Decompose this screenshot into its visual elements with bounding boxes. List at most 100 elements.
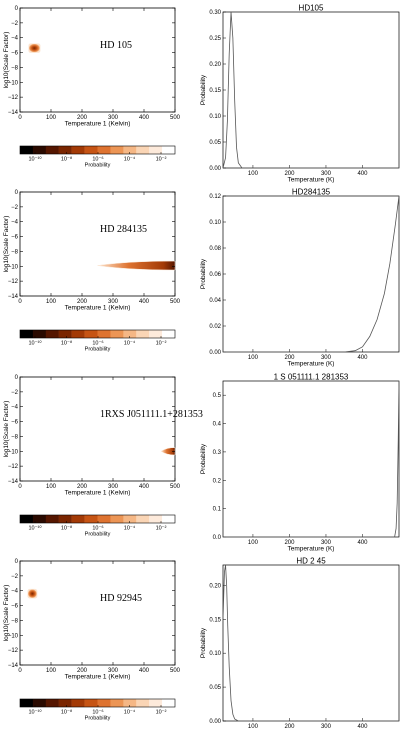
- y-tick-label: 0.5: [213, 393, 222, 399]
- y-tick-label: −12: [8, 464, 19, 470]
- colorbar-frame: [19, 329, 176, 339]
- y-axis-label: log10(Scale Factor): [3, 216, 10, 273]
- colorbar-swatch: [162, 699, 176, 707]
- y-tick-label: 0: [15, 559, 19, 565]
- plot-title: HD 2 45: [296, 557, 326, 566]
- colorbar-frame: [19, 145, 176, 155]
- heatmap-frame: [19, 7, 176, 113]
- colorbar-swatch: [149, 330, 163, 338]
- colorbar-tick-label: 10⁻⁶: [92, 709, 103, 716]
- colorbar-swatch: [97, 699, 111, 707]
- colorbar-tick-label: 10⁻¹⁰: [28, 156, 42, 163]
- x-tick-label: 300: [108, 668, 119, 674]
- y-tick-label: 0.08: [209, 246, 221, 252]
- y-tick-label: 0.10: [209, 651, 221, 657]
- x-axis-label: Temperature 1 (Kelvin): [65, 121, 131, 128]
- colorbar-swatch: [110, 146, 124, 154]
- y-axis-label: log10(Scale Factor): [3, 401, 10, 458]
- x-tick-label: 100: [46, 668, 57, 674]
- colorbar: 10⁻¹⁰ 10⁻⁸ 10⁻⁶ 10⁻⁴ 10⁻² Probability: [19, 514, 176, 538]
- x-tick-label: 400: [357, 540, 368, 546]
- x-tick-label: 0: [18, 668, 22, 674]
- x-tick-label: 200: [77, 115, 88, 121]
- object-label: 1RXS J051111.1+281353: [100, 409, 203, 420]
- x-axis-label: Temperature 1 (Kelvin): [65, 305, 131, 312]
- x-tick-label: 100: [248, 171, 259, 177]
- colorbar-swatch: [136, 146, 150, 154]
- colorbar-swatch: [162, 515, 176, 523]
- y-tick-label: −14: [8, 479, 19, 485]
- colorbar: 10⁻¹⁰ 10⁻⁸ 10⁻⁶ 10⁻⁴ 10⁻² Probability: [19, 329, 176, 353]
- y-tick-label: 0.10: [209, 220, 221, 226]
- colorbar-swatch: [58, 146, 72, 154]
- y-tick-label: 0.15: [209, 617, 221, 623]
- colorbar-tick-label: 10⁻⁴: [124, 156, 136, 163]
- probability-panel-2: HD284135 100 200 300 400 0.00 0.02 0.04 0.06 0.08…: [200, 188, 400, 368]
- colorbar-label: Probability: [85, 347, 111, 353]
- colorbar-tick-label: 10⁻²: [156, 341, 167, 347]
- y-tick-label: 0.02: [209, 324, 221, 330]
- y-tick-label: 0: [15, 190, 19, 196]
- x-tick-label: 200: [284, 540, 295, 546]
- y-tick-label: 0.06: [209, 272, 221, 278]
- colorbar-swatch: [110, 699, 124, 707]
- y-tick-label: 0.12: [209, 194, 221, 200]
- probability-curve: [222, 11, 399, 169]
- x-axis-label: Temperature (K): [288, 546, 335, 553]
- y-tick-label: −10: [8, 264, 19, 270]
- x-tick-label: 200: [284, 724, 295, 730]
- x-tick-label: 200: [77, 484, 88, 490]
- colorbar-swatch: [97, 330, 111, 338]
- y-tick-label: −2: [11, 390, 19, 396]
- colorbar-tick-label: 10⁻⁴: [124, 709, 136, 716]
- y-tick-label: −10: [8, 449, 19, 455]
- x-tick-label: 300: [108, 115, 119, 121]
- colorbar-swatch: [110, 515, 124, 523]
- y-tick-label: −4: [11, 36, 19, 42]
- object-label: HD 105: [100, 40, 132, 51]
- colorbar-tick-label: 10⁻²: [156, 710, 167, 716]
- colorbar-swatch: [84, 146, 98, 154]
- colorbar-tick-label: 10⁻⁶: [92, 156, 103, 163]
- y-tick-label: 0.00: [209, 719, 221, 725]
- colorbar-tick-label: 10⁻⁸: [61, 340, 72, 347]
- colorbar-frame: [19, 698, 176, 708]
- colorbar-swatch: [84, 330, 98, 338]
- x-tick-label: 200: [284, 355, 295, 361]
- y-tick-label: 0.05: [209, 140, 221, 146]
- colorbar-swatch: [71, 699, 85, 707]
- y-tick-label: 0.04: [209, 298, 221, 304]
- probability-panel-3: 1 S 051111.1 281353 100 200 300 400 0.0 0.1 0.2…: [200, 373, 400, 553]
- y-tick-label: −8: [11, 618, 19, 624]
- x-tick-label: 100: [248, 724, 259, 730]
- y-tick-label: 0.3: [213, 450, 222, 456]
- colorbar-label: Probability: [85, 532, 111, 538]
- colorbar-swatch: [20, 146, 34, 154]
- colorbar-swatch: [84, 699, 98, 707]
- object-label: HD 284135: [100, 224, 147, 235]
- y-tick-label: 0.4: [213, 422, 222, 428]
- x-tick-label: 300: [321, 540, 332, 546]
- x-tick-label: 100: [46, 115, 57, 121]
- y-tick-label: −14: [8, 110, 19, 116]
- colorbar-swatch: [162, 146, 176, 154]
- y-tick-label: −2: [11, 21, 19, 27]
- colorbar-swatch: [136, 699, 150, 707]
- x-tick-label: 100: [46, 299, 57, 305]
- y-tick-label: 0.1: [213, 507, 222, 513]
- y-tick-label: 0.05: [209, 685, 221, 691]
- y-tick-label: 0.00: [209, 350, 221, 356]
- x-tick-label: 200: [284, 171, 295, 177]
- y-axis-label: Probability: [200, 443, 207, 474]
- x-tick-label: 400: [357, 724, 368, 730]
- y-tick-label: 0.20: [209, 62, 221, 68]
- y-tick-label: −4: [11, 589, 19, 595]
- y-tick-label: 0.20: [209, 583, 221, 589]
- colorbar-swatch: [45, 146, 59, 154]
- colorbar-tick-label: 10⁻⁸: [61, 156, 72, 163]
- heatmap-frame: [19, 191, 176, 297]
- colorbar: 10⁻¹⁰ 10⁻⁸ 10⁻⁶ 10⁻⁴ 10⁻² Probability: [19, 145, 176, 169]
- colorbar-swatch: [20, 699, 34, 707]
- colorbar-tick-label: 10⁻¹⁰: [28, 340, 42, 347]
- x-tick-label: 200: [77, 299, 88, 305]
